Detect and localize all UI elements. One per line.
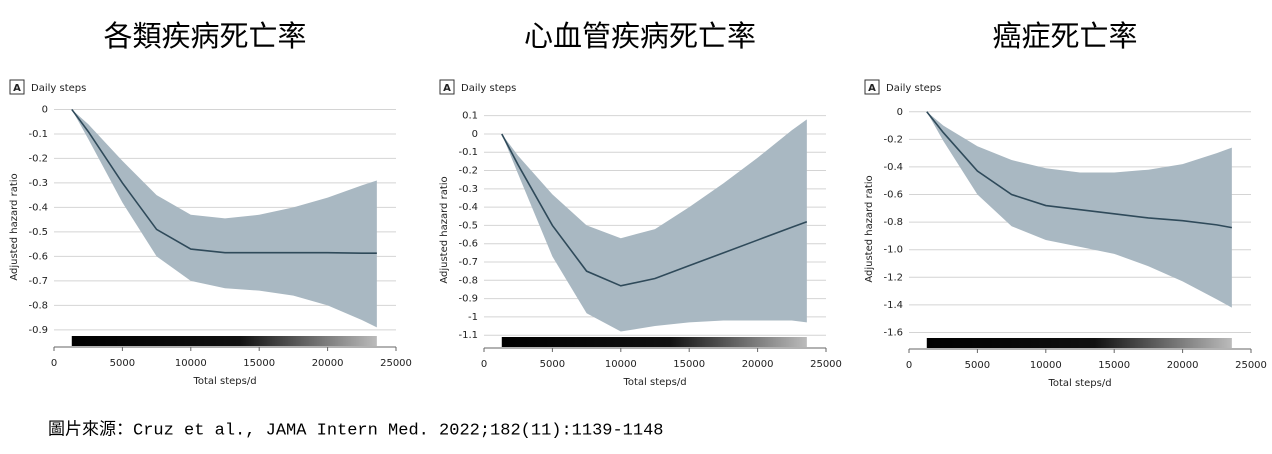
x-tick-label: 0 xyxy=(481,359,487,370)
panel-box xyxy=(439,79,455,95)
y-tick-label: -0.6 xyxy=(28,251,48,262)
y-tick-label: -0.9 xyxy=(458,294,478,305)
chart-title: 癌症死亡率 xyxy=(992,19,1137,53)
y-tick-label: -0.4 xyxy=(28,202,48,213)
x-tick-label: 25000 xyxy=(1235,360,1267,371)
panel-title: Daily steps xyxy=(886,83,941,94)
chart-title: 各類疾病死亡率 xyxy=(103,19,306,53)
y-tick-label: 0 xyxy=(472,129,478,140)
x-axis-label: Total steps/d xyxy=(622,377,686,388)
y-tick-label: -1.6 xyxy=(883,327,903,338)
x-tick-label: 10000 xyxy=(1030,360,1062,371)
x-tick-label: 0 xyxy=(51,358,57,369)
y-tick-label: -0.7 xyxy=(28,276,48,287)
x-tick-label: 10000 xyxy=(175,358,207,369)
y-tick-label: -0.8 xyxy=(458,275,478,286)
x-tick-label: 0 xyxy=(906,360,912,371)
x-tick-label: 20000 xyxy=(1167,360,1199,371)
confidence-band xyxy=(71,109,377,328)
y-tick-label: -0.8 xyxy=(883,217,903,228)
panel-box xyxy=(864,79,880,95)
line xyxy=(926,111,1232,229)
x-tick-label: 20000 xyxy=(312,358,344,369)
y-tick-label: 0.1 xyxy=(462,111,478,122)
x-tick-label: 5000 xyxy=(540,359,565,370)
panel-label: A xyxy=(868,83,876,94)
y-tick-label: -0.1 xyxy=(28,129,48,140)
y-tick-label: -1.4 xyxy=(883,300,903,311)
y-tick-label: -0.3 xyxy=(28,178,48,189)
y-tick-label: 0 xyxy=(897,107,903,118)
y-tick-label: -1.0 xyxy=(883,245,903,256)
confidence-band xyxy=(501,119,807,332)
panel-title: Daily steps xyxy=(461,83,516,94)
y-tick-label: -0.4 xyxy=(883,162,903,173)
y-tick-label: 0 xyxy=(42,104,48,115)
line xyxy=(71,108,377,255)
y-tick-label: -0.6 xyxy=(458,239,478,250)
y-tick-label: -0.9 xyxy=(28,325,48,336)
y-tick-label: -0.5 xyxy=(458,220,478,231)
rug xyxy=(926,338,1232,348)
y-tick-label: -0.2 xyxy=(458,166,478,177)
y-tick-label: -0.5 xyxy=(28,227,48,238)
y-axis-label: Adjusted hazard ratio xyxy=(864,175,875,282)
panel-label: A xyxy=(13,83,21,94)
x-tick-label: 10000 xyxy=(605,359,637,370)
x-tick-label: 15000 xyxy=(1098,360,1130,371)
y-tick-label: -0.2 xyxy=(883,134,903,145)
y-tick-label: -1 xyxy=(468,312,478,323)
y-tick-label: -1.1 xyxy=(458,330,478,341)
x-tick-label: 15000 xyxy=(673,359,705,370)
y-tick-label: -0.8 xyxy=(28,300,48,311)
x-tick-label: 15000 xyxy=(243,358,275,369)
y-tick-label: -0.3 xyxy=(458,184,478,195)
panel-title: Daily steps xyxy=(31,83,86,94)
x-tick-label: 25000 xyxy=(810,359,842,370)
x-tick-label: 5000 xyxy=(110,358,135,369)
panel-label: A xyxy=(443,83,451,94)
y-tick-label: -0.2 xyxy=(28,153,48,164)
rug xyxy=(71,336,377,346)
line xyxy=(501,133,808,287)
x-axis-label: Total steps/d xyxy=(1047,378,1111,389)
rug xyxy=(501,337,807,347)
source: 圖片來源：Cruz et al., JAMA Intern Med. 2022;… xyxy=(48,419,664,440)
y-tick-label: -1.2 xyxy=(883,272,903,283)
x-axis-label: Total steps/d xyxy=(192,376,256,387)
x-tick-label: 20000 xyxy=(742,359,774,370)
y-tick-label: -0.1 xyxy=(458,147,478,158)
panel-box xyxy=(9,79,25,95)
y-axis-label: Adjusted hazard ratio xyxy=(439,176,450,283)
chart-title: 心血管疾病死亡率 xyxy=(524,19,756,53)
y-tick-label: -0.7 xyxy=(458,257,478,268)
y-axis-label: Adjusted hazard ratio xyxy=(9,173,20,280)
x-tick-label: 25000 xyxy=(380,358,412,369)
y-tick-label: -0.4 xyxy=(458,202,478,213)
x-tick-label: 5000 xyxy=(965,360,990,371)
y-tick-label: -0.6 xyxy=(883,190,903,201)
